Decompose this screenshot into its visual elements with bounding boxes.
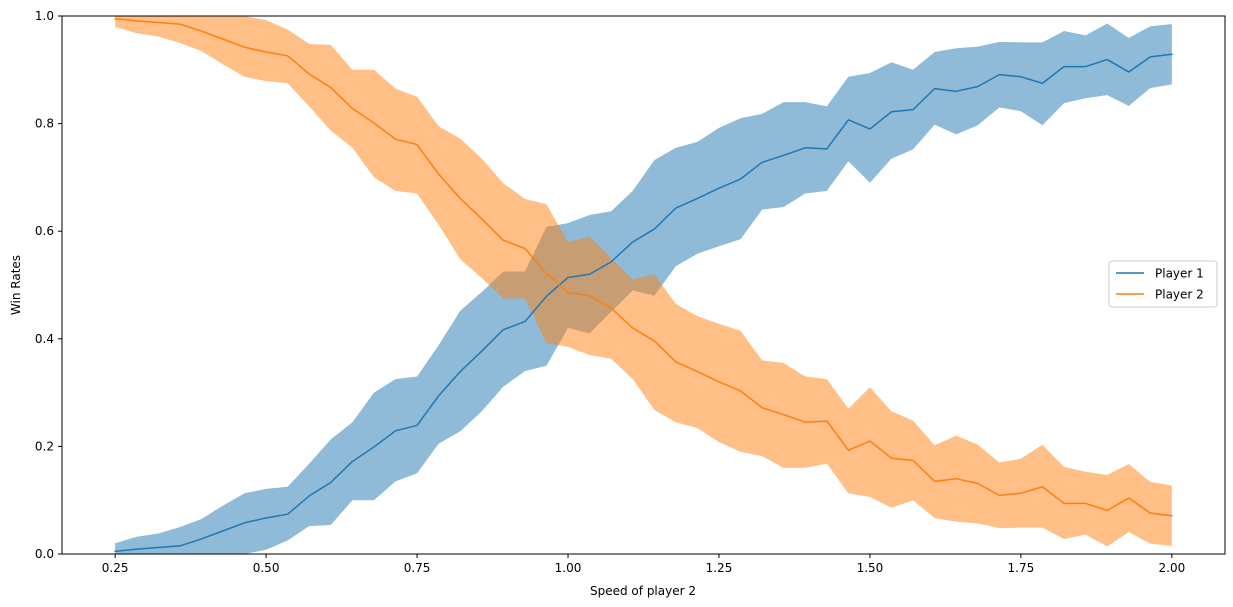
x-tick-label: 1.50 (857, 561, 884, 575)
x-tick-label: 1.00 (555, 561, 582, 575)
x-axis-ticks: 0.25 0.50 0.75 1.00 1.25 1.50 1.75 2.00 (102, 554, 1185, 575)
x-axis-label: Speed of player 2 (590, 584, 696, 598)
series-lines (114, 17, 1173, 553)
plot-area-frame (61, 15, 1226, 555)
x-tick-label: 1.25 (706, 561, 733, 575)
player-2-band (115, 16, 1172, 547)
player-1-line (114, 53, 1173, 553)
y-tick-label: 0.2 (35, 439, 54, 453)
y-tick-label: 1.0 (35, 9, 54, 23)
x-tick-label: 1.75 (1008, 561, 1035, 575)
player-2-line (114, 17, 1173, 517)
y-tick-label: 0.0 (35, 547, 54, 561)
x-tick-label: 0.50 (253, 561, 280, 575)
y-axis-ticks: 0.0 0.2 0.4 0.6 0.8 1.0 (35, 9, 62, 561)
confidence-bands (115, 16, 1172, 554)
y-tick-label: 0.6 (35, 224, 54, 238)
legend-label-player-1: Player 1 (1155, 267, 1204, 281)
legend: Player 1 Player 2 (1108, 260, 1218, 308)
x-tick-label: 0.75 (404, 561, 431, 575)
y-tick-label: 0.4 (35, 332, 54, 346)
legend-label-player-2: Player 2 (1155, 288, 1204, 302)
x-tick-label: 2.00 (1159, 561, 1186, 575)
x-tick-label: 0.25 (102, 561, 129, 575)
y-axis-label: Win Rates (9, 255, 23, 315)
y-tick-label: 0.8 (35, 117, 54, 131)
